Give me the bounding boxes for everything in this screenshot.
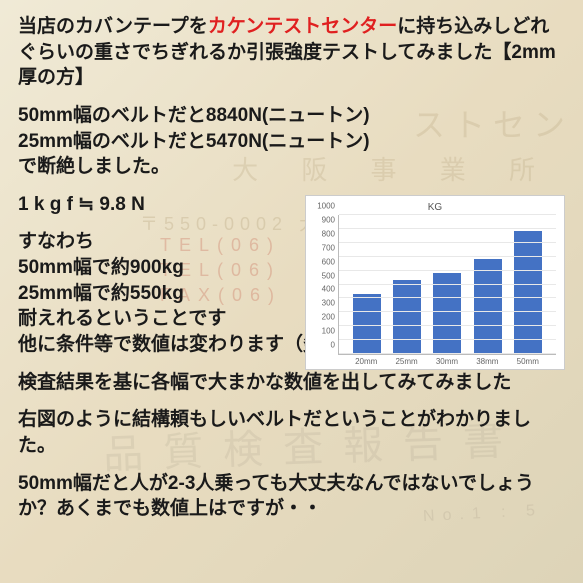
- chart-x-label: 38mm: [473, 357, 501, 366]
- chart-plot-area: 0 100 200 300 400 500 600 700 800 900 1000: [338, 215, 556, 355]
- chart-gridline: 400: [339, 297, 556, 298]
- chart-x-labels: 20mm 25mm 30mm 38mm 50mm: [338, 355, 556, 366]
- chart-y-label: 900: [313, 215, 335, 224]
- chart-bar: [393, 280, 421, 354]
- chart-y-label: 500: [313, 271, 335, 280]
- chart-gridline: 500: [339, 284, 556, 285]
- text-highlight-center: カケンテストセンター: [208, 16, 397, 37]
- chart-y-label: 200: [313, 313, 335, 322]
- paragraph-summary3: 50mm幅だと人が2-3人乗っても大丈夫なんではないでしょうか？あくまでも数値上…: [18, 471, 565, 522]
- chart-x-label: 30mm: [433, 357, 461, 366]
- chart-gridline: 300: [339, 311, 556, 312]
- strength-chart: KG 01002003004005006007008009001000 20mm…: [305, 195, 565, 370]
- chart-y-label: 600: [313, 257, 335, 266]
- chart-x-label: 25mm: [393, 357, 421, 366]
- chart-gridline: 600: [339, 270, 556, 271]
- chart-title: KG: [314, 202, 556, 213]
- chart-y-label: 300: [313, 299, 335, 308]
- chart-gridline: 800: [339, 242, 556, 243]
- chart-bars: [339, 215, 556, 354]
- chart-gridline: 0: [339, 353, 556, 354]
- chart-y-label: 1000: [313, 202, 335, 211]
- chart-y-label: 0: [313, 341, 335, 350]
- chart-gridline: 700: [339, 256, 556, 257]
- chart-bar: [433, 273, 461, 354]
- paragraph-intro: 当店のカバンテープをカケンテストセンターに持ち込みしどれぐらいの重さでちぎれるか…: [18, 14, 565, 91]
- text-intro-a: 当店のカバンテープを: [18, 16, 208, 37]
- chart-bar: [514, 231, 542, 354]
- chart-gridline: 900: [339, 228, 556, 229]
- chart-gridline: 100: [339, 339, 556, 340]
- chart-y-label: 400: [313, 285, 335, 294]
- chart-gridline: 1000: [339, 214, 556, 215]
- paragraph-results: 50mm幅のベルトだと8840N(ニュートン) 25mm幅のベルトだと5470N…: [18, 103, 565, 180]
- paragraph-conversion: 1 k g f ≒ 9.8 N: [18, 192, 318, 218]
- chart-y-label: 700: [313, 243, 335, 252]
- paragraph-summary2: 右図のように結構頼もしいベルトだということがわかりました。: [18, 407, 565, 458]
- chart-x-label: 50mm: [514, 357, 542, 366]
- chart-bar: [353, 294, 381, 354]
- chart-x-label: 20mm: [352, 357, 380, 366]
- paragraph-summary1: 検査結果を基に各幅で大まかな数値を出してみてみました: [18, 370, 565, 396]
- chart-y-label: 100: [313, 327, 335, 336]
- chart-y-label: 800: [313, 229, 335, 238]
- chart-gridline: 200: [339, 325, 556, 326]
